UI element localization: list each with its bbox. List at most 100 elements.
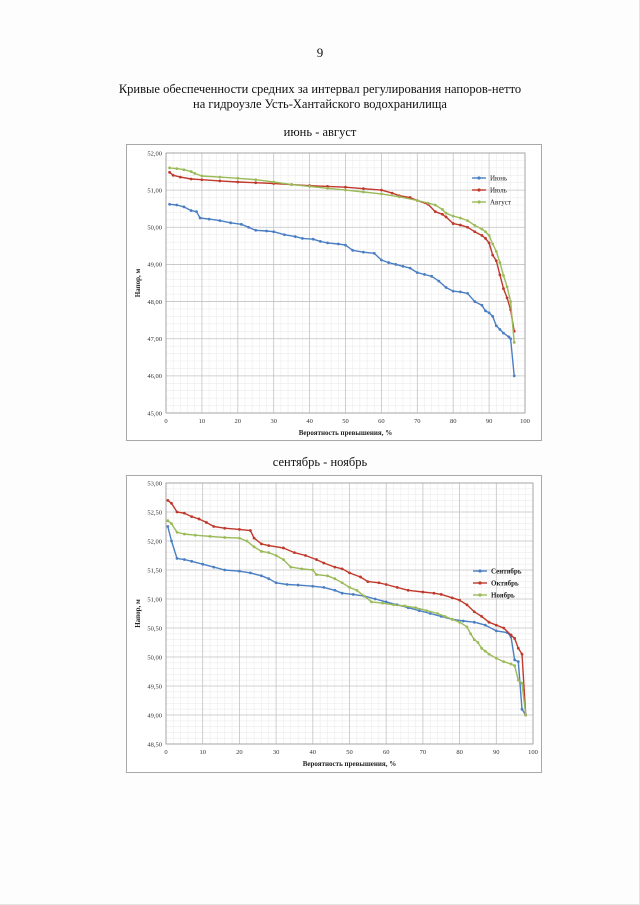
chart-autumn-data-point — [516, 660, 520, 664]
chart-autumn-data-point — [300, 567, 304, 571]
chart-autumn-data-point — [274, 554, 278, 557]
chart-caption-summer: июнь - август — [283, 125, 357, 139]
chart-autumn-data-point — [311, 568, 315, 572]
chart-summer-data-point — [168, 166, 171, 170]
chart-autumn-data-point — [465, 625, 469, 629]
chart-autumn-data-point — [245, 539, 249, 543]
chart-autumn-y-tick-label: 52,50 — [147, 509, 162, 516]
chart-autumn-series-line — [167, 499, 527, 716]
chart-summer-data-point — [487, 241, 491, 245]
chart-summer-data-point — [394, 263, 398, 266]
chart-summer-data-point — [387, 261, 390, 264]
chart-summer-data-point — [498, 261, 502, 264]
chart-summer-data-point — [466, 225, 469, 229]
chart-summer-data-point — [318, 240, 322, 243]
chart-autumn-data-point — [520, 681, 524, 685]
chart-summer-data-point — [458, 216, 462, 220]
chart-autumn-data-point — [516, 646, 520, 650]
chart-autumn-legend-label: Ноябрь — [491, 591, 515, 599]
chart-autumn-data-point — [494, 656, 498, 660]
chart-summer-data-point — [451, 214, 455, 218]
chart-autumn-data-point — [238, 569, 241, 573]
chart-summer-data-point — [344, 188, 347, 192]
chart-summer-data-point — [236, 180, 240, 184]
chart-summer-data-point — [182, 205, 186, 209]
chart-autumn-data-point — [249, 529, 252, 532]
chart-summer-x-tick-label: 40 — [306, 418, 313, 425]
chart-autumn-x-tick-label: 10 — [199, 749, 206, 756]
title-line-1: Кривые обеспеченности средних за интерва… — [118, 82, 522, 96]
chart-autumn-y-tick-label: 53,00 — [147, 480, 162, 487]
chart-summer-data-point — [362, 190, 365, 194]
chart-autumn-data-point — [469, 632, 473, 636]
chart-autumn-data-point — [502, 660, 506, 664]
chart-autumn-data-point — [351, 592, 355, 596]
chart-summer-data-point — [397, 195, 401, 199]
chart-autumn-data-point — [417, 609, 421, 612]
chart-autumn-legend-marker — [478, 581, 482, 585]
chart-summer-data-point — [473, 224, 477, 227]
chart-summer-y-tick-label: 47,00 — [147, 336, 162, 343]
chart-summer-legend-marker — [477, 200, 481, 204]
chart-summer-data-point — [441, 212, 444, 216]
chart-summer-data-point — [415, 271, 419, 274]
chart-summer-data-point — [362, 187, 365, 191]
title-line-2: на гидроузле Усть-Хантайского водохранил… — [193, 97, 447, 111]
chart-summer-data-point — [311, 237, 315, 241]
chart-autumn-data-point — [436, 612, 439, 615]
chart-autumn-x-tick-label: 0 — [164, 749, 167, 756]
chart-autumn-x-tick-label: 30 — [273, 749, 280, 756]
chart-autumn-legend-label: Октябрь — [491, 579, 519, 587]
chart-autumn-data-point — [377, 581, 381, 585]
chart-summer-y-tick-label: 50,00 — [147, 225, 162, 232]
chart-autumn-data-point — [282, 546, 285, 550]
chart-summer-data-point — [218, 179, 222, 183]
chart-autumn-x-tick-label: 50 — [346, 749, 353, 756]
chart-summer-data-point — [437, 279, 441, 283]
chart-autumn-series-1 — [166, 525, 528, 717]
chart-summer-series-line — [169, 171, 515, 332]
chart-summer-data-point — [272, 230, 276, 234]
document-title: Кривые обеспеченности средних за интерва… — [0, 82, 640, 112]
chart-summer-data-point — [200, 174, 204, 178]
chart-summer: 0 10 20 30 40 50 60 70 80 90 100 45,00 46,00 47,00 48,… — [126, 144, 542, 441]
chart-autumn-svg: 0 10 20 30 40 50 60 70 80 90 100 48,50 49,00 49,50 50,… — [134, 480, 538, 768]
chart-autumn-y-tick-label: 50,50 — [147, 625, 162, 632]
chart-autumn-data-point — [252, 536, 256, 540]
chart-autumn-data-point — [520, 707, 524, 711]
chart-summer-y-tick-label: 46,00 — [147, 373, 162, 380]
chart-autumn-data-point — [304, 554, 307, 557]
chart-summer-data-point — [441, 208, 444, 211]
chart-summer-data-point — [344, 185, 347, 189]
chart-autumn-data-point — [170, 539, 173, 543]
chart-autumn-data-point — [458, 620, 461, 624]
chart-autumn-data-point — [384, 600, 388, 604]
chart-autumn-data-point — [480, 646, 484, 650]
chart-autumn-data-point — [524, 713, 528, 717]
chart-autumn-data-point — [439, 592, 443, 596]
chart-autumn-y-tick-label: 51,50 — [147, 567, 162, 574]
chart-autumn-data-point — [166, 525, 170, 528]
chart-summer-data-point — [351, 248, 355, 252]
chart-summer-data-point — [401, 264, 405, 268]
chart-summer-data-point — [168, 202, 171, 206]
chart-autumn-data-point — [494, 623, 498, 627]
page-number: 9 — [316, 45, 324, 60]
chart-summer-data-point — [308, 185, 311, 188]
chart-summer-data-point — [502, 274, 505, 277]
chart-autumn-data-point — [366, 580, 370, 583]
chart-autumn-data-point — [348, 571, 351, 575]
chart-summer-data-point — [498, 273, 502, 277]
chart-summer-data-point — [236, 176, 240, 180]
chart-summer-x-tick-label: 20 — [235, 418, 242, 425]
chart-autumn-data-point — [260, 550, 263, 553]
chart-autumn-series-2 — [166, 499, 528, 717]
chart-summer-data-point — [491, 315, 495, 318]
chart-summer-data-point — [189, 170, 193, 173]
chart-autumn-data-point — [370, 600, 373, 604]
chart-autumn-data-point — [267, 577, 271, 581]
chart-autumn-data-point — [362, 594, 366, 598]
chart-summer-series-2 — [168, 170, 516, 333]
chart-summer-data-point — [466, 292, 469, 295]
chart-autumn-data-point — [340, 591, 344, 595]
